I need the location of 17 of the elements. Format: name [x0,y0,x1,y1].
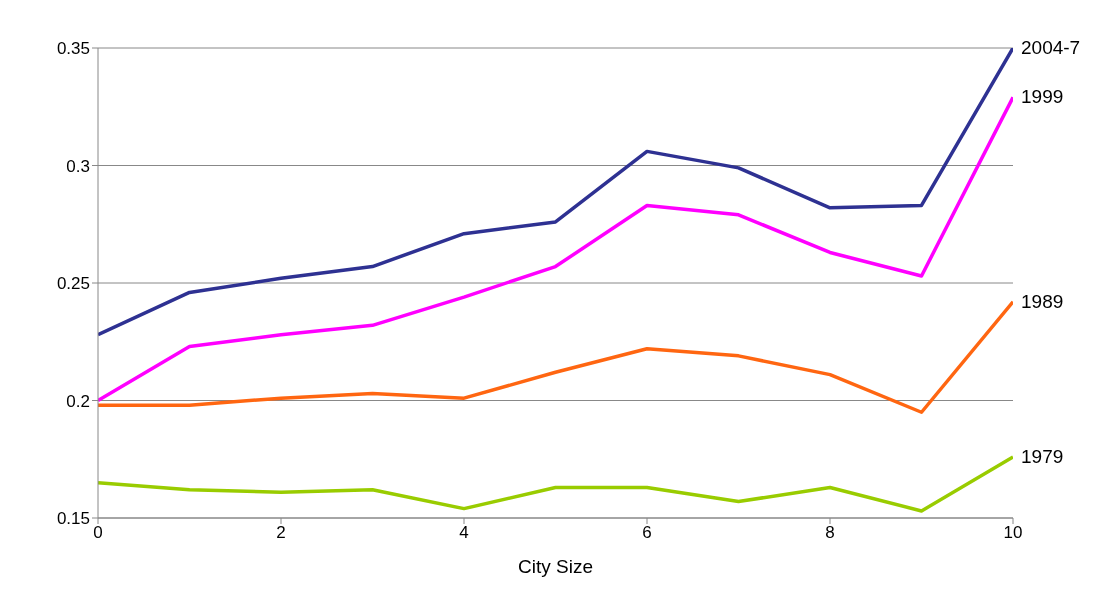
y-tick-label: 0.15 [56,509,90,529]
y-tick-label: 0.35 [56,39,90,59]
series-label: 1979 [1021,445,1064,467]
line-series [98,455,1013,513]
x-tick-label: 8 [825,523,835,543]
y-tick-label: 0.25 [56,274,90,294]
x-tick-label: 6 [642,523,652,543]
series-label: 1989 [1021,290,1064,312]
x-tick-label: 10 [1003,523,1023,543]
x-tick-label: 2 [276,523,286,543]
x-tick-label: 4 [459,523,469,543]
y-tick-label: 0.3 [66,156,90,176]
series-label: 2004-7 [1021,37,1081,58]
series-label: 1999 [1021,86,1064,108]
x-axis-title: City Size [518,556,593,577]
x-tick-label: 0 [93,523,103,543]
y-tick-label: 0.2 [66,391,90,411]
